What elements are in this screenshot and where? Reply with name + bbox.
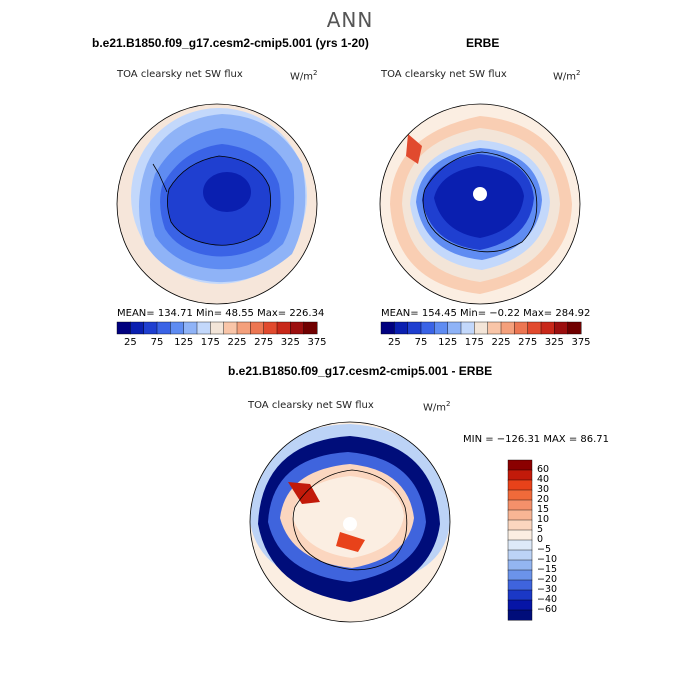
colorbar-swatch bbox=[420, 321, 435, 335]
colorbar-swatch bbox=[507, 599, 533, 611]
model-case-title: b.e21.B1850.f09_g17.cesm2-cmip5.001 (yrs… bbox=[92, 36, 369, 50]
diff-colorbar bbox=[507, 459, 533, 621]
colorbar-tick-label: 375 bbox=[307, 337, 327, 348]
colorbar-tick-label: 30 bbox=[537, 484, 550, 495]
colorbar-tick-label: −30 bbox=[537, 584, 558, 595]
obs-stats: MEAN= 154.45 Min= −0.22 Max= 284.92 bbox=[381, 308, 591, 319]
colorbar-swatch bbox=[447, 321, 462, 335]
colorbar-swatch bbox=[156, 321, 171, 335]
colorbar-tick-label: 75 bbox=[414, 337, 428, 348]
colorbar-tick-label: 10 bbox=[537, 514, 550, 525]
diff-polar-map bbox=[249, 421, 451, 623]
colorbar-swatch bbox=[380, 321, 395, 335]
obs-case-title: ERBE bbox=[466, 36, 500, 50]
diff-units-label: W/m2 bbox=[423, 400, 451, 414]
obs-units-label: W/m2 bbox=[553, 69, 581, 83]
colorbar-swatch bbox=[487, 321, 502, 335]
colorbar-tick-label: 275 bbox=[518, 337, 538, 348]
colorbar-swatch bbox=[303, 321, 318, 335]
colorbar-swatch bbox=[290, 321, 305, 335]
colorbar-tick-label: −20 bbox=[537, 574, 558, 585]
colorbar-swatch bbox=[170, 321, 185, 335]
colorbar-swatch bbox=[434, 321, 449, 335]
colorbar-swatch bbox=[507, 499, 533, 511]
model-units-label: W/m2 bbox=[290, 69, 318, 83]
diff-minmax: MIN = −126.31 MAX = 86.71 bbox=[463, 434, 610, 445]
colorbar-swatch bbox=[527, 321, 542, 335]
colorbar-tick-label: −60 bbox=[537, 604, 558, 615]
colorbar-tick-label: −5 bbox=[537, 544, 552, 555]
colorbar-tick-label: 60 bbox=[537, 464, 550, 475]
colorbar-tick-label: 0 bbox=[537, 534, 544, 545]
colorbar-swatch bbox=[130, 321, 145, 335]
model-stats: MEAN= 134.71 Min= 48.55 Max= 226.34 bbox=[117, 308, 325, 319]
colorbar-tick-label: 15 bbox=[537, 504, 550, 515]
colorbar-swatch bbox=[407, 321, 422, 335]
obs-colorbar bbox=[380, 321, 582, 335]
colorbar-swatch bbox=[250, 321, 265, 335]
colorbar-swatch bbox=[196, 321, 211, 335]
colorbar-swatch bbox=[507, 569, 533, 581]
colorbar-tick-label: 125 bbox=[174, 337, 194, 348]
model-variable-label: TOA clearsky net SW flux bbox=[117, 69, 243, 80]
colorbar-swatch bbox=[394, 321, 409, 335]
colorbar-swatch bbox=[183, 321, 198, 335]
colorbar-swatch bbox=[507, 549, 533, 561]
colorbar-swatch bbox=[507, 509, 533, 521]
colorbar-swatch bbox=[507, 589, 533, 601]
colorbar-tick-label: −15 bbox=[537, 564, 558, 575]
colorbar-tick-label: 20 bbox=[537, 494, 550, 505]
colorbar-swatch bbox=[116, 321, 131, 335]
model-colorbar bbox=[116, 321, 318, 335]
obs-polar-map bbox=[379, 103, 581, 305]
colorbar-swatch bbox=[143, 321, 158, 335]
colorbar-swatch bbox=[540, 321, 555, 335]
diff-variable-label: TOA clearsky net SW flux bbox=[248, 400, 374, 411]
colorbar-swatch bbox=[507, 479, 533, 491]
colorbar-tick-label: −10 bbox=[537, 554, 558, 565]
colorbar-swatch bbox=[263, 321, 278, 335]
colorbar-swatch bbox=[567, 321, 582, 335]
colorbar-swatch bbox=[474, 321, 489, 335]
colorbar-swatch bbox=[276, 321, 291, 335]
colorbar-tick-label: 175 bbox=[200, 337, 220, 348]
colorbar-tick-label: 40 bbox=[537, 474, 550, 485]
model-polar-map bbox=[116, 103, 318, 305]
colorbar-swatch bbox=[507, 529, 533, 541]
colorbar-swatch bbox=[507, 489, 533, 501]
colorbar-tick-label: 325 bbox=[280, 337, 300, 348]
colorbar-tick-label: 275 bbox=[254, 337, 274, 348]
colorbar-tick-label: 25 bbox=[387, 337, 401, 348]
colorbar-tick-label: 225 bbox=[491, 337, 511, 348]
colorbar-swatch bbox=[554, 321, 569, 335]
colorbar-tick-label: −40 bbox=[537, 594, 558, 605]
colorbar-swatch bbox=[507, 579, 533, 591]
colorbar-swatch bbox=[507, 559, 533, 571]
colorbar-swatch bbox=[514, 321, 529, 335]
figure-title: ANN bbox=[326, 8, 374, 32]
colorbar-swatch bbox=[507, 459, 533, 471]
colorbar-swatch bbox=[210, 321, 225, 335]
colorbar-swatch bbox=[507, 519, 533, 531]
colorbar-tick-label: 175 bbox=[464, 337, 484, 348]
colorbar-swatch bbox=[507, 469, 533, 481]
colorbar-swatch bbox=[223, 321, 238, 335]
colorbar-tick-label: 225 bbox=[227, 337, 247, 348]
obs-variable-label: TOA clearsky net SW flux bbox=[381, 69, 507, 80]
colorbar-tick-label: 5 bbox=[537, 524, 544, 535]
model-coastline bbox=[167, 155, 272, 246]
colorbar-swatch bbox=[236, 321, 251, 335]
colorbar-tick-label: 25 bbox=[123, 337, 137, 348]
obs-coastline bbox=[422, 151, 538, 253]
colorbar-tick-label: 375 bbox=[571, 337, 591, 348]
colorbar-tick-label: 325 bbox=[544, 337, 564, 348]
colorbar-swatch bbox=[460, 321, 475, 335]
colorbar-tick-label: 125 bbox=[438, 337, 458, 348]
colorbar-swatch bbox=[507, 609, 533, 621]
diff-case-title: b.e21.B1850.f09_g17.cesm2-cmip5.001 - ER… bbox=[228, 364, 493, 378]
colorbar-swatch bbox=[507, 539, 533, 551]
colorbar-swatch bbox=[500, 321, 515, 335]
diff-coastline bbox=[292, 469, 408, 571]
colorbar-tick-label: 75 bbox=[150, 337, 164, 348]
